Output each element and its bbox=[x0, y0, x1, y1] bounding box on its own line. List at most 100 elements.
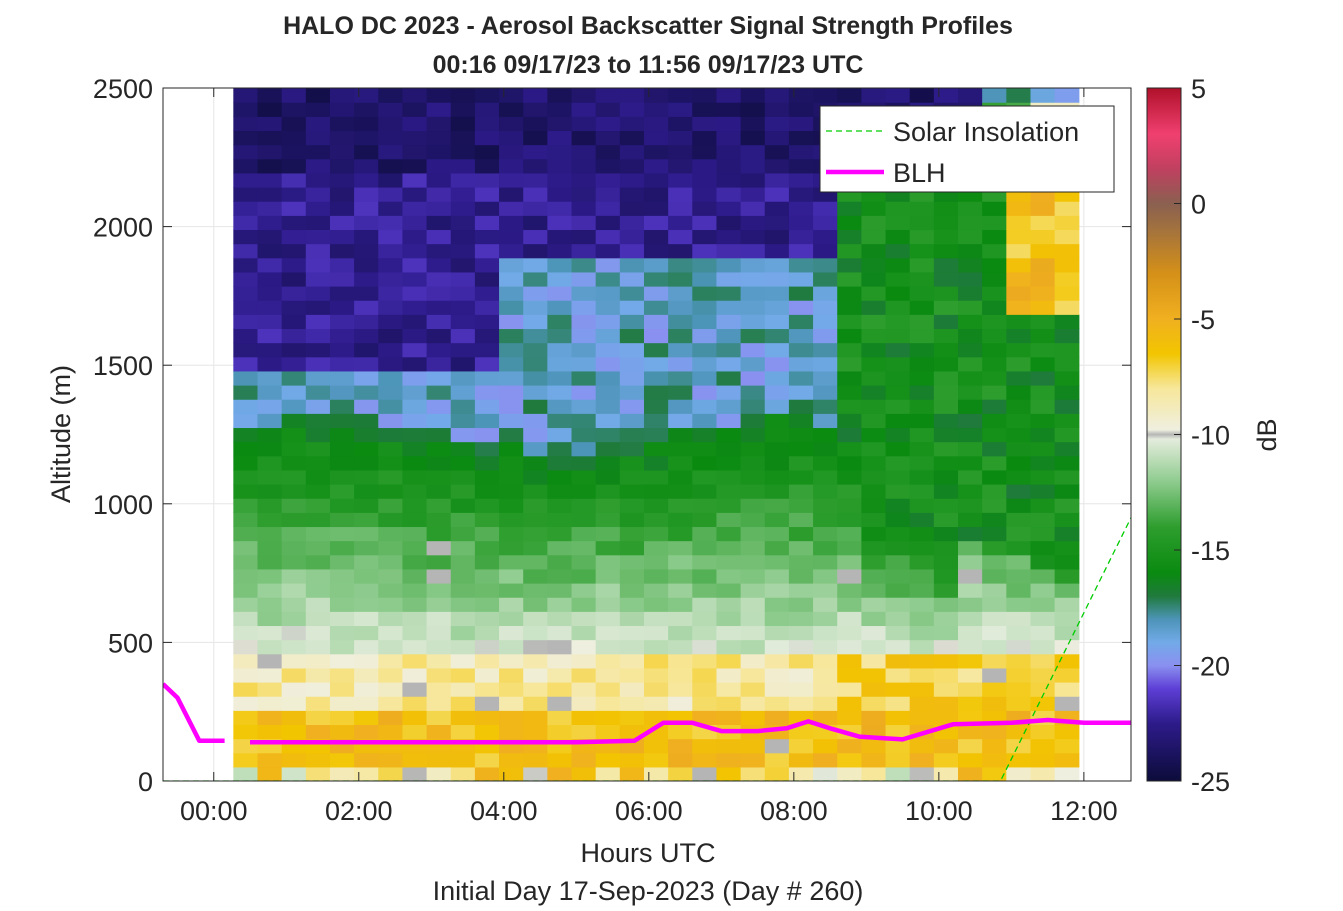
heatmap-cell bbox=[257, 356, 283, 372]
heatmap-cell bbox=[595, 215, 621, 231]
heatmap-cell bbox=[740, 653, 766, 669]
heatmap-cell bbox=[329, 88, 355, 103]
heatmap-cell bbox=[1054, 314, 1080, 330]
heatmap-cell bbox=[885, 356, 911, 372]
heatmap-cell bbox=[885, 385, 911, 400]
heatmap-cell bbox=[982, 229, 1007, 245]
heatmap-cell bbox=[378, 469, 404, 485]
heatmap-cell bbox=[305, 682, 331, 697]
heatmap-cell bbox=[1030, 413, 1056, 429]
heatmap-cell bbox=[402, 526, 428, 542]
heatmap-cell bbox=[837, 752, 862, 768]
heatmap-cell bbox=[837, 356, 862, 372]
heatmap-cell bbox=[885, 300, 911, 315]
heatmap-cell bbox=[909, 356, 935, 372]
x-axis-label: Hours UTC bbox=[580, 838, 715, 868]
heatmap-cell bbox=[692, 172, 718, 188]
heatmap-cell bbox=[1006, 215, 1032, 231]
heatmap-cell bbox=[668, 611, 693, 627]
heatmap-cell bbox=[788, 201, 814, 216]
heatmap-cell bbox=[305, 130, 331, 146]
heatmap-cell bbox=[1030, 625, 1056, 641]
heatmap-cell bbox=[523, 597, 548, 612]
heatmap-cell bbox=[837, 215, 862, 231]
heatmap-cell bbox=[474, 243, 500, 259]
heatmap-cell bbox=[933, 766, 959, 781]
heatmap-cell bbox=[813, 752, 838, 768]
heatmap-cell bbox=[233, 399, 259, 414]
heatmap-cell bbox=[305, 116, 331, 132]
heatmap-cell bbox=[474, 696, 500, 711]
heatmap-cell bbox=[716, 484, 742, 499]
heatmap-cell bbox=[499, 568, 524, 584]
heatmap-cell bbox=[1054, 682, 1080, 697]
heatmap-cell bbox=[788, 724, 814, 740]
heatmap-cell bbox=[571, 88, 597, 103]
heatmap-cell bbox=[547, 172, 573, 188]
heatmap-cell bbox=[571, 385, 597, 400]
heatmap-cell bbox=[716, 427, 742, 443]
heatmap-cell bbox=[305, 583, 331, 598]
heatmap-cell bbox=[668, 286, 693, 301]
heatmap-cell bbox=[547, 724, 573, 740]
heatmap-cell bbox=[716, 710, 742, 726]
heatmap-cell bbox=[378, 399, 404, 414]
heatmap-cell bbox=[643, 286, 669, 301]
heatmap-cell bbox=[257, 667, 283, 683]
heatmap-cell bbox=[450, 568, 476, 584]
heatmap-cell bbox=[547, 243, 573, 259]
heatmap-cell bbox=[426, 356, 452, 372]
heatmap-cell bbox=[547, 328, 573, 344]
heatmap-cell bbox=[909, 682, 935, 697]
heatmap-cell bbox=[329, 540, 355, 556]
heatmap-cell bbox=[692, 328, 718, 344]
heatmap-cell bbox=[426, 413, 452, 429]
heatmap-cell bbox=[450, 455, 476, 471]
heatmap-cell bbox=[571, 229, 597, 245]
heatmap-cell bbox=[909, 413, 935, 429]
heatmap-cell bbox=[958, 201, 983, 216]
heatmap-cell bbox=[474, 710, 500, 726]
heatmap-cell bbox=[499, 696, 524, 711]
heatmap-cell bbox=[305, 370, 331, 386]
heatmap-cell bbox=[523, 187, 548, 202]
heatmap-cell bbox=[813, 738, 838, 754]
heatmap-cell bbox=[909, 455, 935, 471]
heatmap-cell bbox=[257, 144, 283, 160]
heatmap-cell bbox=[982, 738, 1007, 754]
heatmap-cell bbox=[571, 215, 597, 231]
heatmap-cell bbox=[740, 597, 766, 612]
heatmap-cell bbox=[1030, 342, 1056, 358]
heatmap-cell bbox=[354, 229, 379, 245]
heatmap-cell bbox=[354, 427, 379, 443]
heatmap-cell bbox=[499, 653, 524, 669]
heatmap-cell bbox=[523, 356, 548, 372]
heatmap-cell bbox=[885, 710, 911, 726]
heatmap-cell bbox=[740, 342, 766, 358]
heatmap-cell bbox=[257, 484, 283, 499]
heatmap-cell bbox=[716, 469, 742, 485]
heatmap-cell bbox=[668, 385, 693, 400]
heatmap-cell bbox=[740, 257, 766, 273]
heatmap-cell bbox=[643, 498, 669, 513]
heatmap-cell bbox=[305, 484, 331, 499]
heatmap-cell bbox=[740, 370, 766, 386]
heatmap-cell bbox=[619, 724, 645, 740]
heatmap-cell bbox=[354, 653, 379, 669]
heatmap-cell bbox=[692, 682, 718, 697]
heatmap-cell bbox=[281, 427, 307, 443]
heatmap-cell bbox=[474, 554, 500, 570]
heatmap-cell bbox=[329, 413, 355, 429]
heatmap-cell bbox=[281, 314, 307, 330]
heatmap-cell bbox=[958, 512, 983, 528]
heatmap-cell bbox=[571, 597, 597, 612]
heatmap-cell bbox=[1030, 611, 1056, 627]
heatmap-cell bbox=[909, 243, 935, 259]
heatmap-cell bbox=[982, 498, 1007, 513]
heatmap-cell bbox=[643, 597, 669, 612]
heatmap-cell bbox=[329, 356, 355, 372]
heatmap-cell bbox=[1006, 484, 1032, 499]
heatmap-cell bbox=[281, 399, 307, 414]
heatmap-cell bbox=[257, 469, 283, 485]
heatmap-cell bbox=[257, 526, 283, 542]
